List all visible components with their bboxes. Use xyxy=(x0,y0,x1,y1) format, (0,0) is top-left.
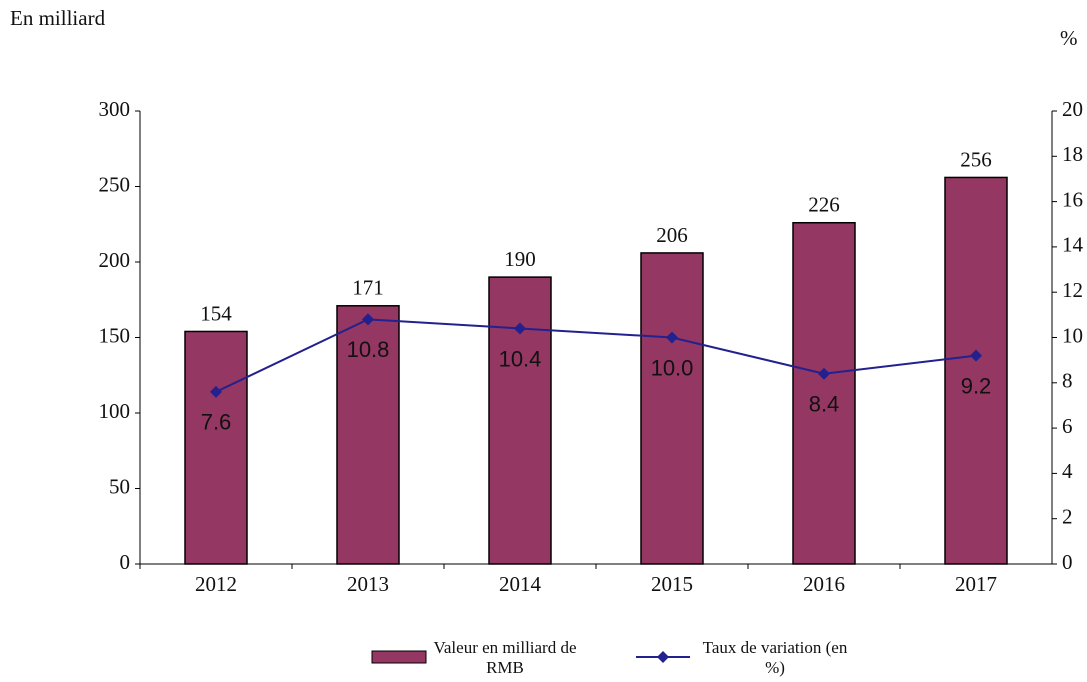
line-value-label: 10.8 xyxy=(347,337,390,362)
line-value-label: 10.0 xyxy=(651,355,694,380)
y-tick-label: 300 xyxy=(99,97,131,121)
line-marker xyxy=(970,349,982,362)
y2-tick-label: 20 xyxy=(1062,97,1083,121)
y-tick-label: 0 xyxy=(120,550,131,574)
y-tick-label: 250 xyxy=(99,172,131,196)
line-value-label: 10.4 xyxy=(499,346,542,371)
x-tick-label: 2013 xyxy=(347,572,389,596)
x-tick-label: 2012 xyxy=(195,572,237,596)
line-marker xyxy=(362,313,374,326)
line-value-label: 8.4 xyxy=(809,392,840,417)
bar xyxy=(336,305,400,565)
bar-value-label: 171 xyxy=(352,276,384,300)
y2-tick-label: 14 xyxy=(1062,233,1084,257)
legend-marker xyxy=(657,651,669,663)
y2-tick-label: 12 xyxy=(1062,278,1083,302)
bar-value-label: 154 xyxy=(200,301,232,325)
line-marker xyxy=(514,322,526,335)
y2-tick-label: 18 xyxy=(1062,142,1083,166)
line-marker xyxy=(818,367,830,380)
bar-value-label: 190 xyxy=(504,247,536,271)
y-tick-label: 150 xyxy=(99,323,131,347)
x-tick-label: 2015 xyxy=(651,572,693,596)
y2-tick-label: 2 xyxy=(1062,505,1073,529)
y2-tick-label: 8 xyxy=(1062,369,1073,393)
bar xyxy=(944,176,1008,565)
legend-label: Taux de variation (en %) xyxy=(702,638,848,677)
y-tick-label: 50 xyxy=(109,474,130,498)
line-value-label: 7.6 xyxy=(201,410,232,435)
line-marker xyxy=(666,331,678,344)
bar xyxy=(640,252,704,565)
bar-value-label: 226 xyxy=(808,193,840,217)
y2-tick-label: 16 xyxy=(1062,187,1083,211)
y2-tick-label: 6 xyxy=(1062,414,1073,438)
line-marker xyxy=(210,385,222,398)
y2-tick-label: 4 xyxy=(1062,459,1073,483)
line xyxy=(215,318,977,393)
y-axis-title: En milliard xyxy=(10,6,106,30)
x-tick-label: 2017 xyxy=(955,572,997,596)
y2-tick-label: 0 xyxy=(1062,550,1073,574)
y-tick-label: 100 xyxy=(99,399,131,423)
bar-value-label: 256 xyxy=(960,147,992,171)
x-tick-label: 2016 xyxy=(803,572,845,596)
bar xyxy=(488,276,552,565)
legend-label: Valeur en milliard de RMB xyxy=(433,638,577,677)
y-tick-label: 200 xyxy=(99,248,131,272)
bar xyxy=(792,221,856,565)
y2-tick-label: 10 xyxy=(1062,323,1083,347)
x-tick-label: 2014 xyxy=(499,572,542,596)
legend-swatch xyxy=(371,650,427,664)
y2-axis-title: % xyxy=(1060,26,1078,50)
line-value-label: 9.2 xyxy=(961,373,992,398)
bar-value-label: 206 xyxy=(656,223,688,247)
bar xyxy=(184,330,248,565)
